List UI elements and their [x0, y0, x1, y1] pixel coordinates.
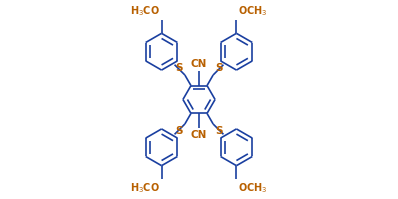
Text: OCH$_3$: OCH$_3$ — [238, 4, 268, 18]
Text: OCH$_3$: OCH$_3$ — [238, 181, 268, 195]
Text: S: S — [215, 126, 223, 136]
Text: S: S — [175, 63, 183, 73]
Text: S: S — [215, 63, 223, 73]
Text: S: S — [175, 126, 183, 136]
Text: CN: CN — [191, 130, 207, 140]
Text: H$_3$CO: H$_3$CO — [130, 181, 160, 195]
Text: CN: CN — [191, 59, 207, 69]
Text: H$_3$CO: H$_3$CO — [130, 4, 160, 18]
